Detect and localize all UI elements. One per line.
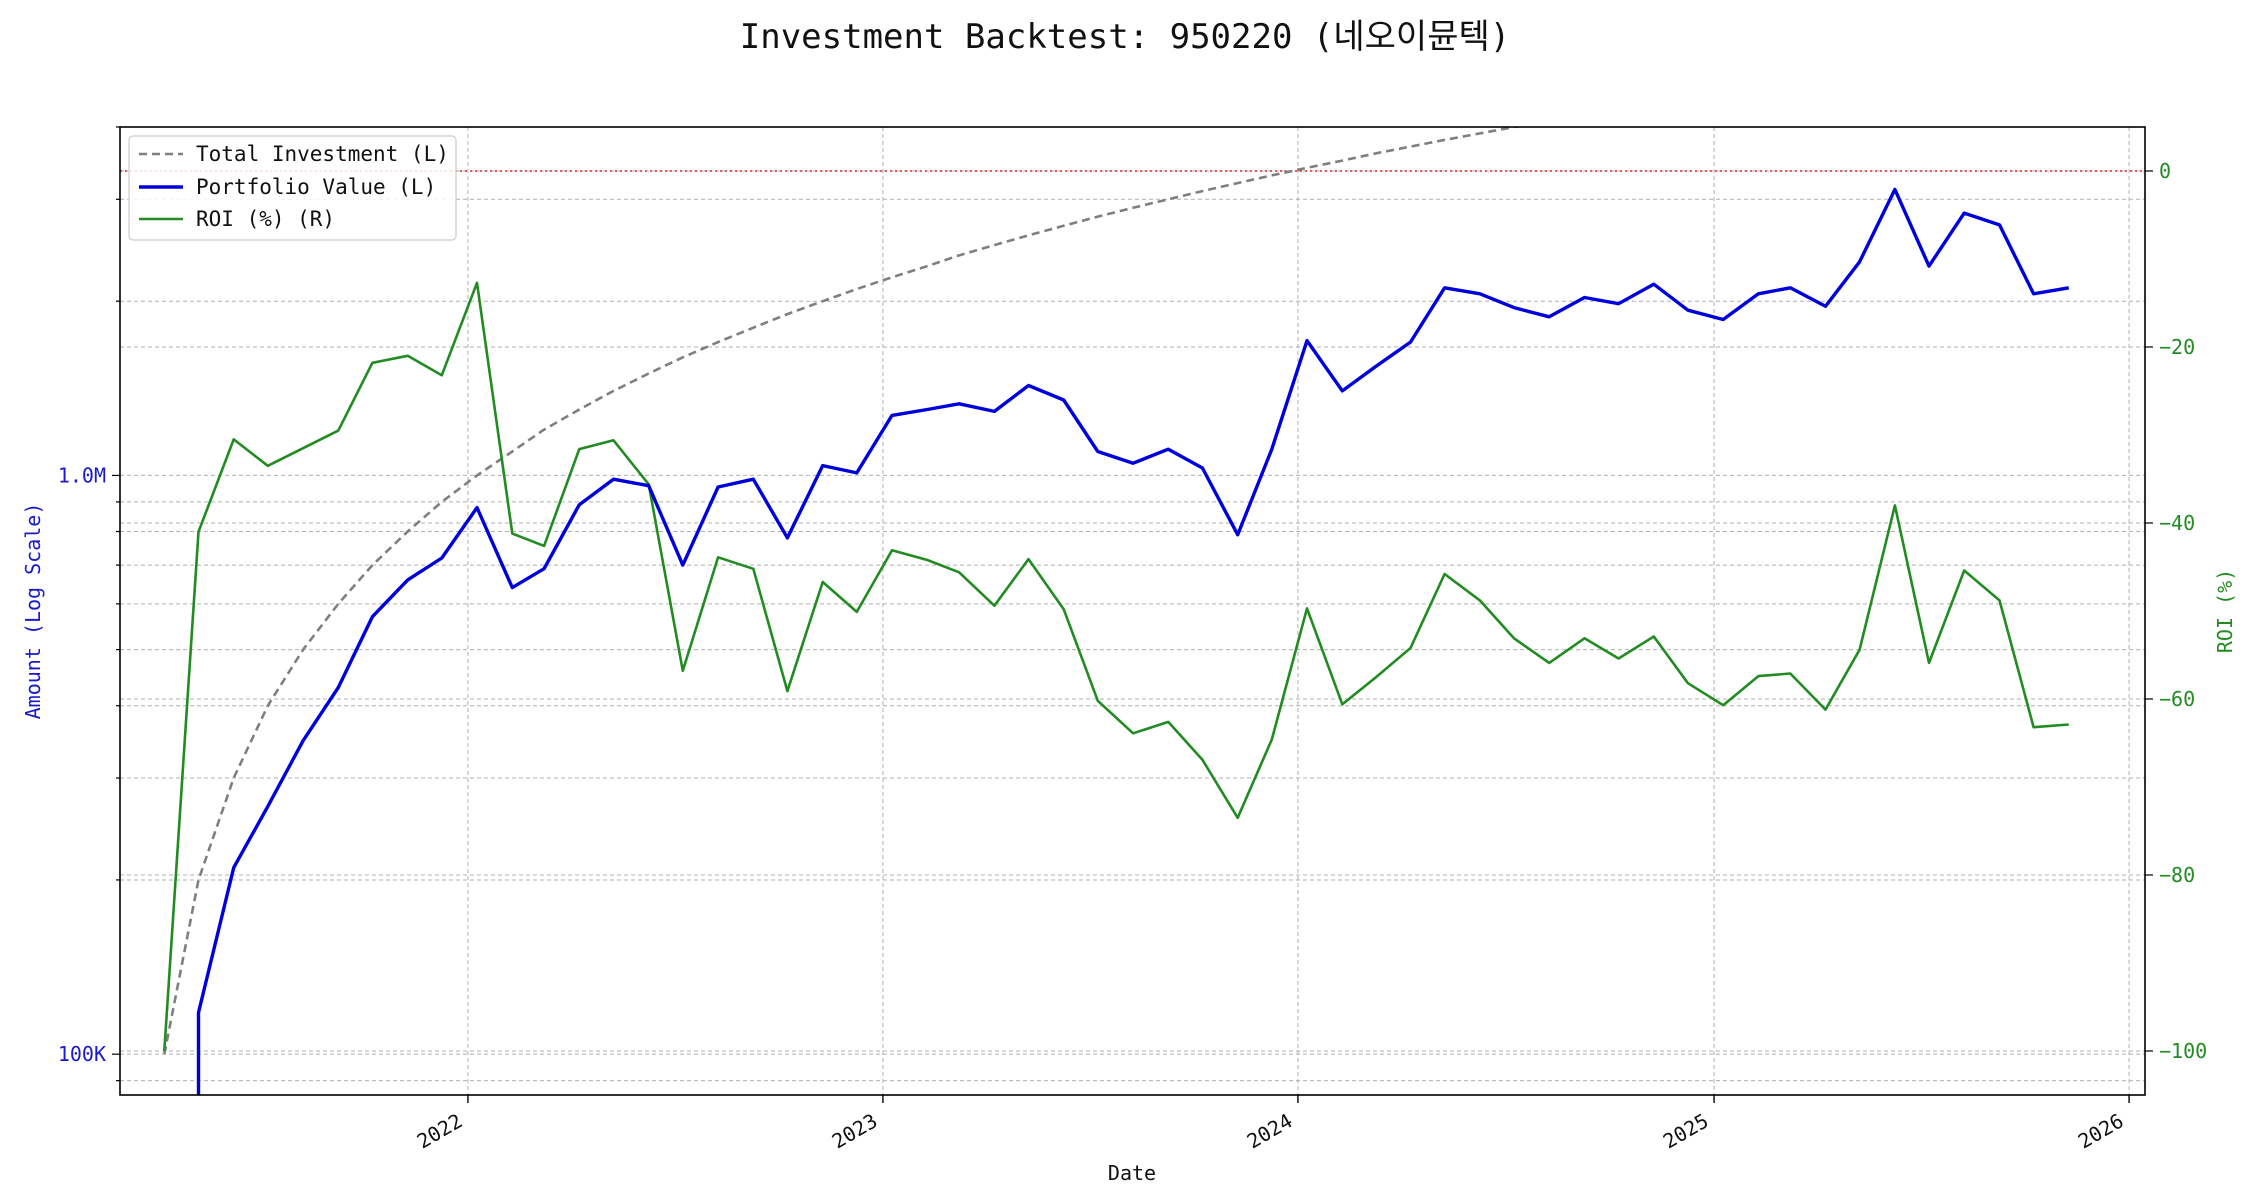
chart-title: Investment Backtest: 950220 (네오이뮨텍) <box>740 17 1511 57</box>
legend: Total Investment (L) Portfolio Value (L)… <box>128 135 457 241</box>
x-tick-label-2026: 2026 <box>2074 1109 2128 1154</box>
y-right-axis-label: ROI (%) <box>2213 569 2237 653</box>
y-left-tick-label-100K: 100K <box>58 1042 106 1066</box>
y-right-tick-label-0: 0 <box>2159 159 2171 183</box>
x-axis-label: Date <box>1108 1161 1156 1185</box>
y-left-axis: 100K 1.0M <box>58 126 120 1082</box>
y-right-axis: 0 −20 −40 −60 −80 −100 <box>2145 159 2207 1063</box>
x-tick-label-2025: 2025 <box>1659 1109 1713 1154</box>
legend-label-total-investment: Total Investment (L) <box>196 142 449 166</box>
legend-label-roi: ROI (%) (R) <box>196 207 335 231</box>
y-right-tick-label--100: −100 <box>2159 1039 2207 1063</box>
y-right-tick-label--80: −80 <box>2159 863 2195 887</box>
series-line-roi <box>163 281 2069 1052</box>
x-tick-label-2022: 2022 <box>413 1109 467 1154</box>
y-right-tick-label--20: −20 <box>2159 335 2195 359</box>
x-tick-label-2023: 2023 <box>828 1109 882 1154</box>
series-line-portfolio-value <box>196 187 2070 1095</box>
y-left-tick-label-1.0M: 1.0M <box>58 463 106 487</box>
y-right-tick-label--60: −60 <box>2159 687 2195 711</box>
x-axis: 2022 2023 2024 2025 2026 <box>413 1095 2130 1154</box>
y-left-axis-label: Amount (Log Scale) <box>21 503 45 720</box>
x-tick-label-2024: 2024 <box>1243 1109 1297 1154</box>
plot-area-frame <box>119 126 2146 1096</box>
legend-box <box>128 135 457 241</box>
legend-label-portfolio-value: Portfolio Value (L) <box>196 175 436 199</box>
y-right-tick-label--40: −40 <box>2159 511 2195 535</box>
grid-layer <box>120 126 2145 1095</box>
series-layer <box>163 127 2070 1095</box>
